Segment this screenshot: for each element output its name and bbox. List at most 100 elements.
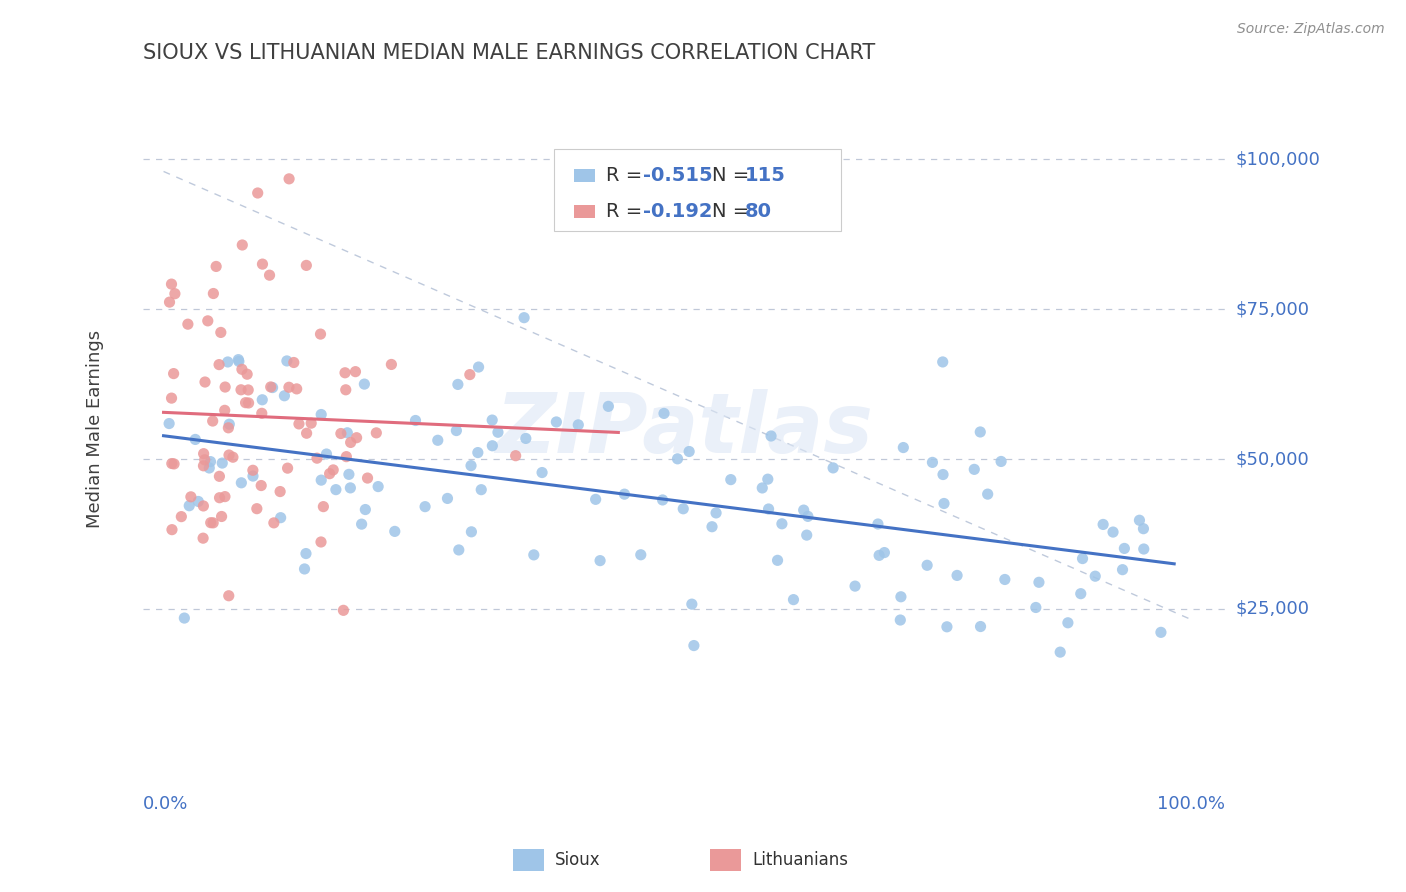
Point xyxy=(170,509,193,524)
Text: -0.515: -0.515 xyxy=(643,166,713,185)
Point xyxy=(505,449,527,463)
Point xyxy=(426,434,449,448)
Point xyxy=(159,295,181,310)
Point xyxy=(187,494,209,508)
Point xyxy=(793,503,815,517)
Point xyxy=(681,597,703,611)
Point xyxy=(276,354,298,368)
Point xyxy=(782,592,804,607)
Point xyxy=(211,456,233,470)
Point xyxy=(201,414,224,428)
Point xyxy=(262,380,284,394)
Point xyxy=(613,487,636,501)
Point xyxy=(1057,615,1080,630)
Point xyxy=(235,395,257,409)
Text: N =: N = xyxy=(713,202,755,221)
Point xyxy=(163,457,186,471)
Point xyxy=(720,473,742,487)
Point xyxy=(180,490,202,504)
Point xyxy=(295,547,318,561)
Point xyxy=(630,548,652,562)
Text: -0.192: -0.192 xyxy=(643,202,713,221)
Point xyxy=(228,352,250,367)
Point xyxy=(202,516,225,530)
Text: $25,000: $25,000 xyxy=(1236,600,1310,618)
Point xyxy=(356,471,378,485)
Point xyxy=(546,415,568,429)
Point xyxy=(915,558,938,573)
Point xyxy=(222,450,245,465)
Point xyxy=(481,413,503,427)
Point xyxy=(921,455,943,469)
Point xyxy=(891,441,914,455)
Point xyxy=(766,553,789,567)
FancyBboxPatch shape xyxy=(513,849,544,871)
Point xyxy=(238,396,260,410)
Point xyxy=(194,452,217,467)
Point xyxy=(218,589,240,603)
FancyBboxPatch shape xyxy=(574,169,595,182)
Point xyxy=(318,467,340,481)
Point xyxy=(260,380,283,394)
Point xyxy=(935,620,957,634)
Point xyxy=(844,579,866,593)
Point xyxy=(162,367,184,381)
Point xyxy=(994,573,1017,587)
Point xyxy=(236,368,259,382)
Text: SIOUX VS LITHUANIAN MEDIAN MALE EARNINGS CORRELATION CHART: SIOUX VS LITHUANIAN MEDIAN MALE EARNINGS… xyxy=(143,44,876,63)
Text: Median Male Earnings: Median Male Earnings xyxy=(86,330,104,528)
Point xyxy=(335,450,357,464)
Point xyxy=(250,478,273,492)
Point xyxy=(246,186,269,200)
Point xyxy=(931,355,953,369)
Point xyxy=(380,358,402,372)
Point xyxy=(932,496,955,510)
Point xyxy=(344,365,367,379)
Point xyxy=(263,516,285,530)
Point xyxy=(460,524,482,539)
Point xyxy=(294,562,316,576)
Point xyxy=(666,451,689,466)
Point xyxy=(770,516,793,531)
Point xyxy=(366,425,388,440)
Point xyxy=(173,611,195,625)
Point xyxy=(231,362,253,376)
Point xyxy=(217,355,239,369)
Point xyxy=(969,425,991,439)
Text: $100,000: $100,000 xyxy=(1236,151,1320,169)
Point xyxy=(446,424,468,438)
Point xyxy=(700,520,723,534)
Point xyxy=(214,490,236,504)
Point xyxy=(758,502,780,516)
Point xyxy=(309,408,332,422)
Point xyxy=(332,603,354,617)
Point xyxy=(238,383,260,397)
Point xyxy=(200,455,222,469)
Point xyxy=(1132,522,1154,536)
Point xyxy=(269,484,291,499)
Point xyxy=(531,466,554,480)
Point xyxy=(325,483,347,497)
Point xyxy=(796,528,818,542)
Text: R =: R = xyxy=(606,202,648,221)
Text: $50,000: $50,000 xyxy=(1236,450,1309,468)
Point xyxy=(157,417,180,431)
Point xyxy=(458,368,481,382)
Point xyxy=(515,432,537,446)
Point xyxy=(1070,587,1092,601)
Point xyxy=(1132,541,1154,556)
Point xyxy=(797,509,820,524)
Point xyxy=(231,238,253,252)
Point xyxy=(447,377,470,392)
Point xyxy=(285,382,308,396)
Point xyxy=(969,619,991,633)
Point xyxy=(197,314,219,328)
Point xyxy=(339,481,361,495)
Point xyxy=(208,358,231,372)
Point xyxy=(1028,575,1050,590)
Point xyxy=(160,391,183,405)
Point xyxy=(486,425,509,440)
Point xyxy=(160,277,183,292)
Point xyxy=(353,377,375,392)
Point xyxy=(672,501,695,516)
